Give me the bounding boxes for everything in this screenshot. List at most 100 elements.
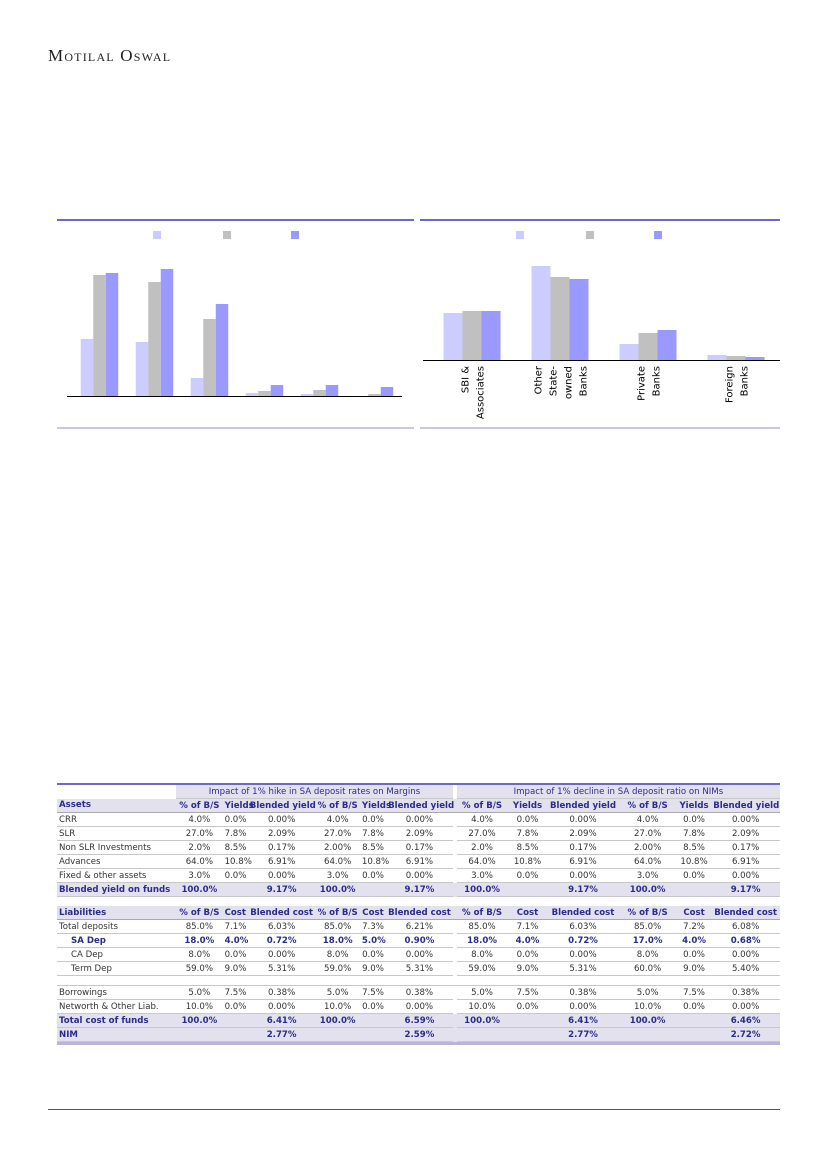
cell: 0.38% <box>247 985 316 1000</box>
liabilities-header-row: Liabilities% of B/S Cost Blended cost% of … <box>57 906 780 920</box>
cell: 6.91% <box>247 854 316 869</box>
cell: Blended yield <box>247 798 316 813</box>
row-label: CRR <box>57 812 177 827</box>
cell: 0.0% <box>222 868 248 883</box>
cell <box>176 1027 223 1042</box>
cell: 0.0% <box>507 868 548 883</box>
row-label: Borrowings <box>57 985 177 1000</box>
cell: 0.00% <box>386 947 453 962</box>
category-label: Private <box>637 366 648 401</box>
assets-total-row: Blended yield on funds 100.0% 9.17% 100.0% 9… <box>57 882 780 897</box>
spacer-row <box>57 975 780 986</box>
cell <box>507 882 548 897</box>
cell: 8.0% <box>456 947 508 962</box>
cell: 0.17% <box>386 840 453 855</box>
bar <box>135 342 149 396</box>
cell: 4.0% <box>618 812 677 827</box>
cell: 0.17% <box>547 840 619 855</box>
row-label: Total cost of funds <box>57 1013 177 1028</box>
cell: 0.0% <box>676 947 712 962</box>
cell: 18.0% <box>176 933 223 948</box>
cell: 0.00% <box>247 868 316 883</box>
cell: 2.09% <box>386 826 453 841</box>
cell: % of B/S <box>176 798 223 813</box>
row-label: Non SLR Investments <box>57 840 177 855</box>
cell: 7.5% <box>359 985 387 1000</box>
cell: 8.5% <box>507 840 548 855</box>
cell: 7.8% <box>676 826 712 841</box>
cell: 8.0% <box>176 947 223 962</box>
cell <box>222 882 248 897</box>
cell: 4.0% <box>222 933 249 948</box>
cell: 0.0% <box>507 812 548 827</box>
cell: Blended cost <box>386 906 453 920</box>
cell: 0.00% <box>247 947 316 962</box>
cell: Cost <box>676 906 712 920</box>
cell: 7.5% <box>676 985 712 1000</box>
cell <box>222 1013 248 1028</box>
legend-swatch-0 <box>516 231 524 239</box>
bar <box>443 313 463 360</box>
cell: 0.17% <box>711 840 780 855</box>
cell: 2.09% <box>547 826 619 841</box>
gap <box>452 1027 457 1042</box>
cell: 0.0% <box>507 947 548 962</box>
table-row: Total deposits 85.0% 7.1% 6.03% 85.0% 7.3% 6.2… <box>57 919 780 934</box>
scenario-title: Impact of 1% hike in SA deposit rates on… <box>176 785 453 799</box>
row-label: SA Dep <box>57 933 177 948</box>
cell: % of B/S <box>618 798 677 813</box>
bar <box>105 273 119 396</box>
gap <box>452 785 457 799</box>
cell <box>618 1027 677 1042</box>
cell: Cost <box>507 906 548 920</box>
cell: 3.0% <box>315 868 360 883</box>
table-title-row: Impact of 1% hike in SA deposit rates on… <box>57 785 780 799</box>
cell: 100.0% <box>315 1013 360 1028</box>
cell: 6.59% <box>386 1013 453 1028</box>
cell: 100.0% <box>176 1013 223 1028</box>
bar <box>638 333 658 360</box>
cell: 60.0% <box>618 961 677 976</box>
cell: 9.17% <box>711 882 780 897</box>
cell: 0.38% <box>547 985 619 1000</box>
cell: % of B/S <box>456 906 508 920</box>
bar <box>80 339 94 396</box>
cell: 0.0% <box>359 868 387 883</box>
bar <box>726 356 746 360</box>
cell: 0.0% <box>676 868 712 883</box>
cell: 0.38% <box>386 985 453 1000</box>
cell: 10.0% <box>618 999 677 1014</box>
gap <box>452 840 457 855</box>
category-label: Foreign <box>725 366 736 403</box>
cell: 27.0% <box>176 826 223 841</box>
cell: 100.0% <box>456 1013 508 1028</box>
cell <box>676 882 712 897</box>
cell: 6.91% <box>547 854 619 869</box>
bar <box>203 319 216 396</box>
cell: 8.5% <box>359 840 387 855</box>
cell: 6.08% <box>711 919 780 934</box>
cell: 3.0% <box>618 868 677 883</box>
cell: 8.5% <box>676 840 712 855</box>
cell: 7.8% <box>359 826 387 841</box>
cell: 0.0% <box>676 999 712 1014</box>
legend-swatch-2 <box>291 231 299 239</box>
cell: 0.0% <box>359 999 387 1014</box>
cell: 6.21% <box>386 919 453 934</box>
cell: 0.00% <box>386 812 453 827</box>
cell: 5.40% <box>711 961 780 976</box>
cell: 7.5% <box>507 985 548 1000</box>
row-label: Liabilities <box>57 906 177 920</box>
bar <box>550 277 570 360</box>
cell: Yields <box>507 798 548 813</box>
gap <box>452 882 457 897</box>
cell: 85.0% <box>315 919 360 934</box>
row-label: Total deposits <box>57 919 177 934</box>
cell: 64.0% <box>618 854 677 869</box>
table-row: CRR 4.0% 0.0% 0.00% 4.0% 0.0% 0.00% 4.0% 0.0% 0.0… <box>57 812 780 827</box>
cell: 0.72% <box>247 933 316 948</box>
bar <box>215 304 229 396</box>
cell: 5.31% <box>247 961 316 976</box>
legend-swatch-0 <box>153 231 161 239</box>
